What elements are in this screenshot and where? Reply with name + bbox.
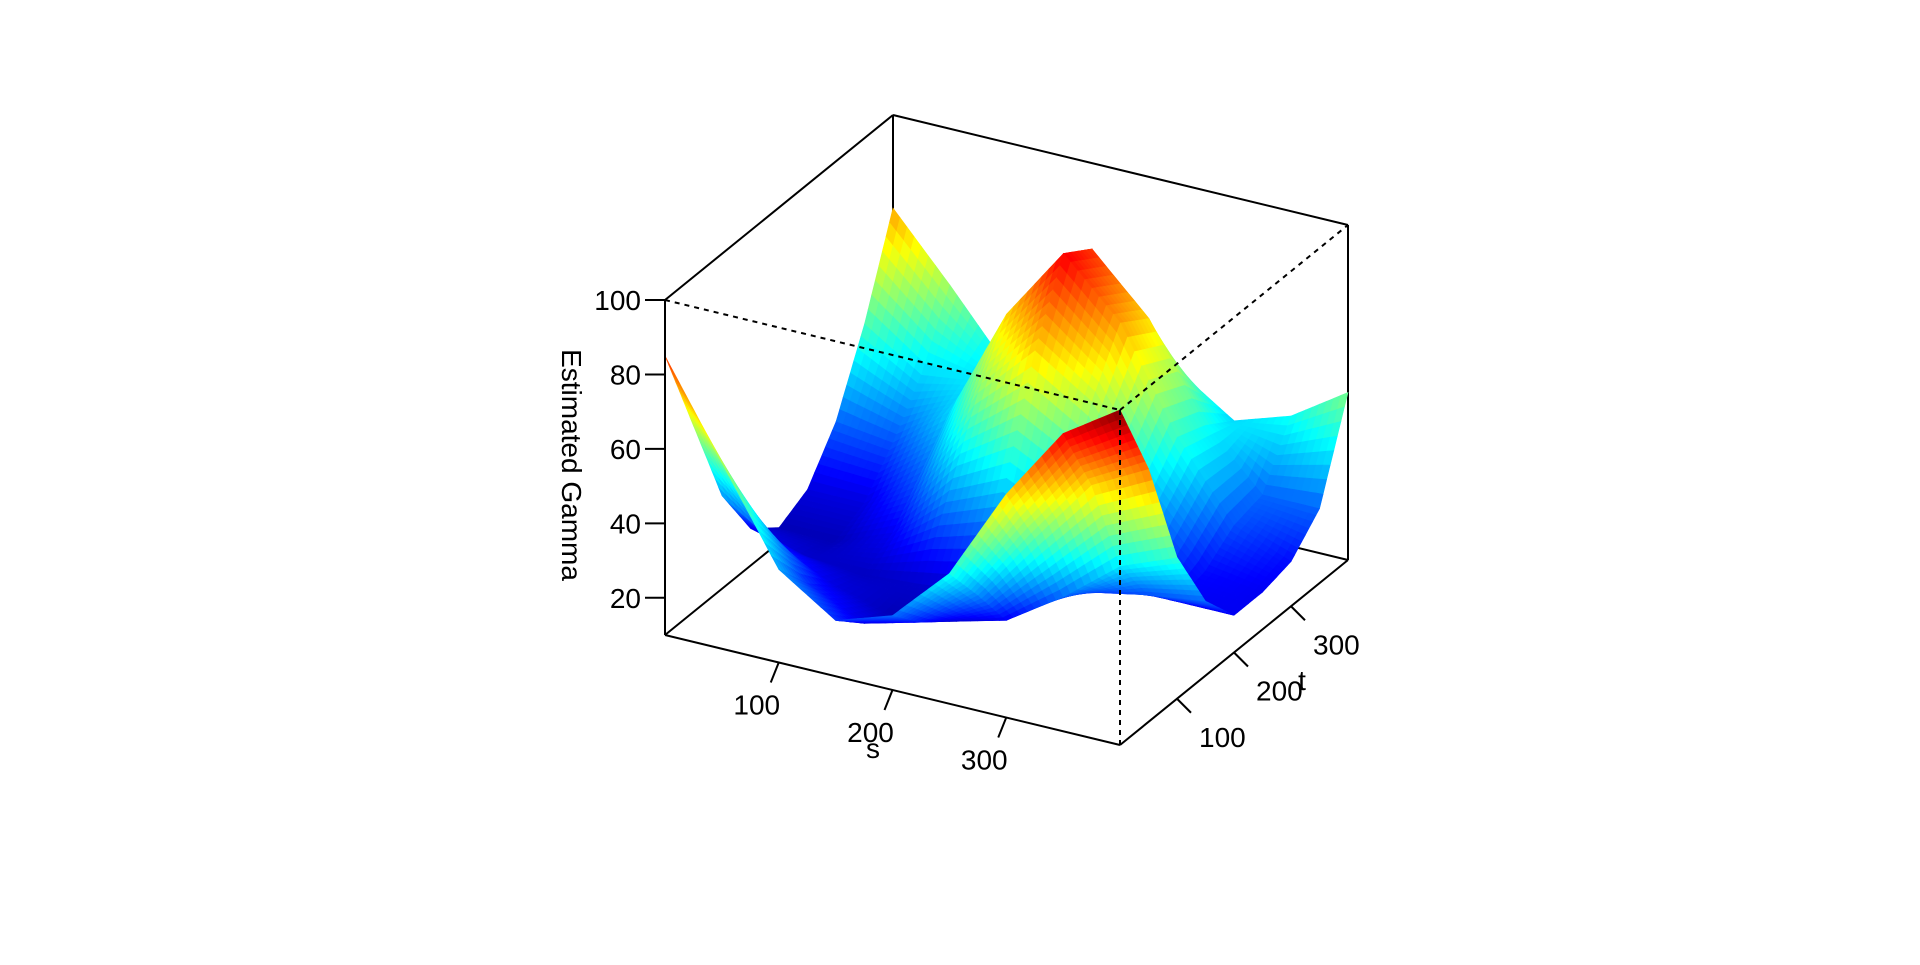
t-axis-tick-label: 200 (1256, 676, 1303, 707)
z-axis-tick-label: 80 (610, 359, 641, 390)
surface-mesh (665, 208, 1348, 623)
box-edge-top-left (665, 115, 893, 300)
s-axis-tick (998, 718, 1006, 738)
s-axis-tick (771, 663, 779, 683)
t-axis-tick (1291, 606, 1305, 620)
s-axis-tick (885, 690, 893, 710)
z-axis-tick-label: 20 (610, 583, 641, 614)
y-axis-label: t (1298, 665, 1306, 696)
z-axis-tick-label: 40 (610, 508, 641, 539)
box-edge-top-back (893, 115, 1348, 225)
z-axis-tick-label: 60 (610, 434, 641, 465)
t-axis-tick-label: 300 (1313, 629, 1360, 660)
t-axis-tick-label: 100 (1199, 722, 1246, 753)
t-axis-tick (1177, 699, 1191, 713)
z-axis-tick-label: 100 (594, 285, 641, 316)
x-axis-label: s (866, 733, 880, 764)
s-axis-tick-label: 300 (961, 745, 1008, 776)
s-axis-tick-label: 100 (733, 690, 780, 721)
box-edge-top-right (1120, 225, 1348, 410)
z-axis-label: Estimated Gamma (556, 349, 587, 581)
t-axis-tick (1234, 653, 1248, 667)
